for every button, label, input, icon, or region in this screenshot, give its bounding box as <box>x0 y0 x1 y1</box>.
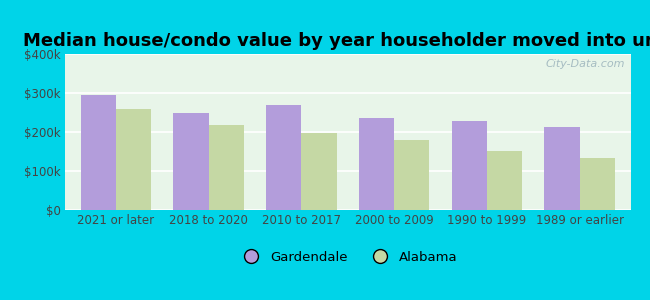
Title: Median house/condo value by year householder moved into unit: Median house/condo value by year househo… <box>23 32 650 50</box>
Bar <box>302 133 337 210</box>
Bar <box>174 113 209 210</box>
Bar <box>452 121 487 210</box>
Bar <box>359 118 394 210</box>
Bar <box>487 151 522 210</box>
Bar <box>266 106 302 210</box>
Bar <box>394 140 430 210</box>
Bar <box>580 158 615 210</box>
Bar <box>209 125 244 210</box>
Bar <box>116 109 151 210</box>
Text: City-Data.com: City-Data.com <box>545 59 625 69</box>
Bar <box>544 127 580 210</box>
Bar <box>81 95 116 210</box>
Legend: Gardendale, Alabama: Gardendale, Alabama <box>233 245 463 269</box>
